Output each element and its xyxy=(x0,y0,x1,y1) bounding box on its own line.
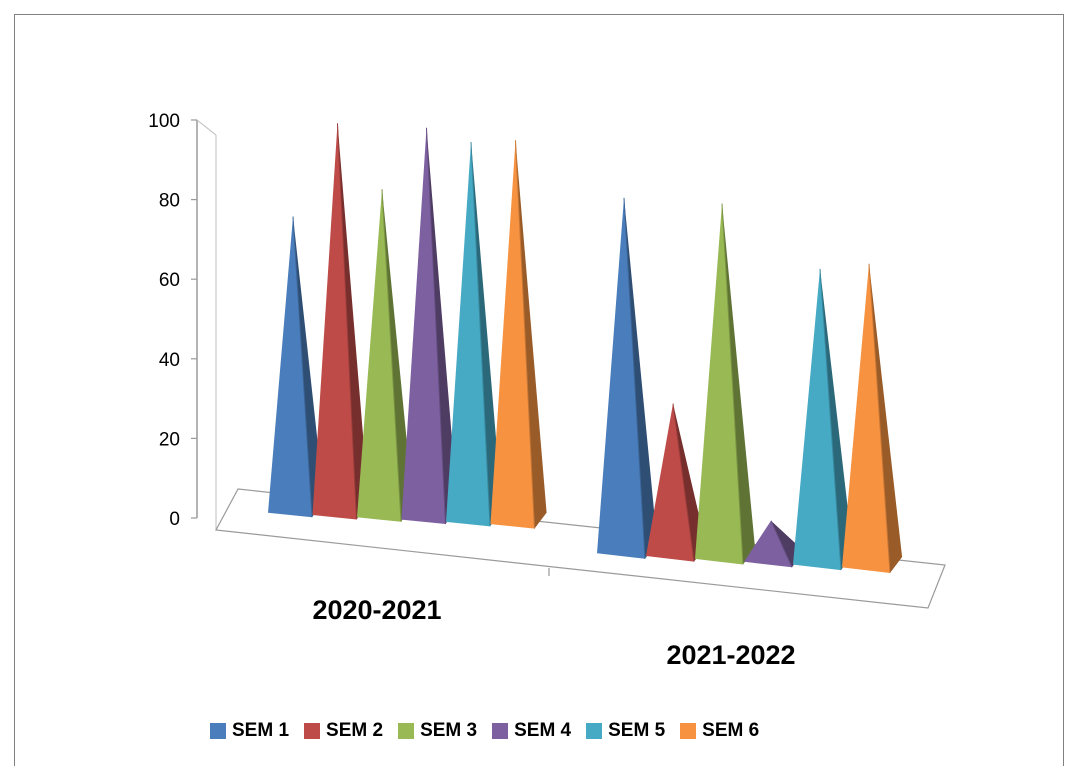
bar-sem-4-2020-2021 xyxy=(401,127,458,525)
y-tick-label: 100 xyxy=(148,111,180,132)
back-wall-top xyxy=(196,119,217,136)
legend-label: SEM 5 xyxy=(608,720,666,741)
legend-label: SEM 3 xyxy=(420,720,478,741)
legend-label: SEM 2 xyxy=(326,720,384,741)
y-tick-label: 80 xyxy=(159,191,180,212)
bar-sem-2-2020-2021 xyxy=(312,123,369,520)
bar-side-face xyxy=(869,263,903,573)
legend-item: SEM 2 xyxy=(304,720,383,742)
legend-item: SEM 1 xyxy=(210,720,289,742)
y-tick-label: 0 xyxy=(169,509,180,530)
legend-label: SEM 4 xyxy=(514,720,572,741)
bar-sem-3-2020-2021 xyxy=(357,189,414,522)
legend-swatch xyxy=(398,723,415,739)
y-axis-ticks: 0 20 40 60 80 100 xyxy=(148,111,197,530)
bar-side-face xyxy=(337,123,369,520)
bar-side-face xyxy=(382,189,414,522)
legend-swatch xyxy=(586,723,603,739)
y-tick-label: 40 xyxy=(159,350,180,371)
bar-front-face xyxy=(646,403,694,562)
bar-side-face xyxy=(820,268,854,571)
bar-edge xyxy=(672,403,695,562)
bar-side-face xyxy=(515,140,547,529)
bar-edge xyxy=(515,140,535,529)
bar-sem-5-2020-2021 xyxy=(446,141,503,527)
bar-edge xyxy=(868,263,891,574)
bar-edge xyxy=(381,189,402,522)
y-tick-label: 20 xyxy=(159,429,180,450)
legend-item: SEM 6 xyxy=(680,720,759,742)
legend-swatch xyxy=(680,723,697,739)
bar-front-face xyxy=(357,189,401,522)
bar-front-face xyxy=(401,127,446,525)
bar-sem-5-2021-2022 xyxy=(793,268,854,571)
legend: SEM 1 SEM 2 SEM 3 SEM 4 SEM 5 SEM 6 xyxy=(210,720,774,742)
category-label: 2020-2021 xyxy=(312,595,441,625)
bar-front-face xyxy=(842,263,890,573)
bar-front-face xyxy=(695,203,743,565)
legend-label: SEM 6 xyxy=(702,720,760,741)
chart-frame xyxy=(14,14,1064,766)
bar-edge xyxy=(337,123,357,520)
bar-edge xyxy=(721,203,744,565)
bar-sem-6-2020-2021 xyxy=(490,140,547,529)
bar-sem-1-2020-2021 xyxy=(268,216,325,518)
bar-front-face xyxy=(490,140,535,529)
bar-edge xyxy=(770,520,793,568)
bar-sem-3-2021-2022 xyxy=(695,203,756,565)
bar-side-face xyxy=(293,216,325,518)
legend-label: SEM 1 xyxy=(232,720,290,741)
legend-swatch xyxy=(492,723,509,739)
bar-front-face xyxy=(793,268,841,571)
bar-edge xyxy=(819,268,842,571)
bar-side-face xyxy=(722,203,756,565)
bar-front-face xyxy=(312,123,357,520)
legend-swatch xyxy=(210,723,226,739)
bar-side-face xyxy=(471,141,503,527)
y-tick-label: 60 xyxy=(159,270,180,291)
legend-item: SEM 3 xyxy=(398,720,477,742)
legend-swatch xyxy=(304,723,321,739)
bar-side-face xyxy=(426,127,458,525)
bar-sem-6-2021-2022 xyxy=(842,263,903,574)
bar-edge xyxy=(623,197,646,559)
bar-side-face xyxy=(624,197,658,559)
bar-front-face xyxy=(744,520,792,568)
category-labels: 2020-2021 2021-2022 xyxy=(312,595,795,670)
bar-front-face xyxy=(268,216,312,518)
bars xyxy=(268,123,903,574)
category-label: 2021-2022 xyxy=(666,640,795,670)
bar-edge xyxy=(426,127,446,525)
bar-front-face xyxy=(446,141,490,527)
legend-item: SEM 4 xyxy=(492,720,571,742)
bar-edge xyxy=(292,216,313,518)
bar-front-face xyxy=(597,197,645,559)
legend-item: SEM 5 xyxy=(586,720,665,742)
bar-edge xyxy=(470,141,491,527)
bar-sem-1-2021-2022 xyxy=(597,197,658,559)
